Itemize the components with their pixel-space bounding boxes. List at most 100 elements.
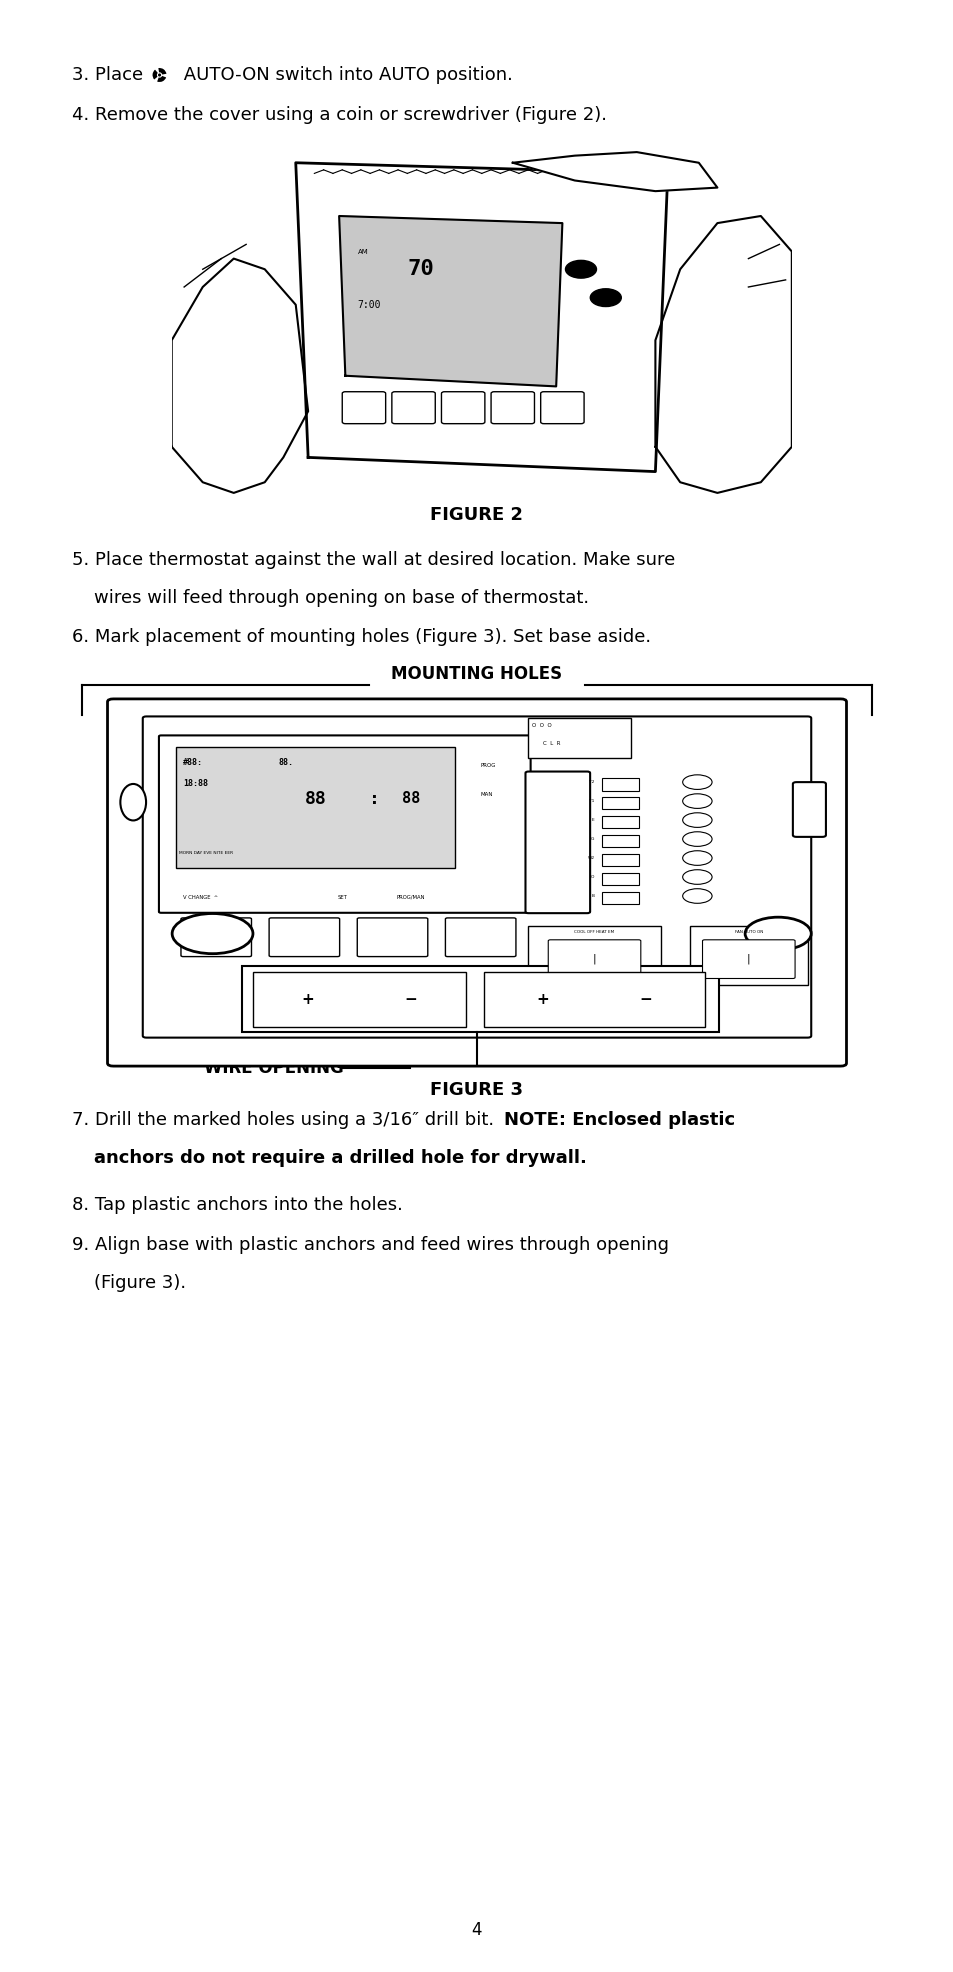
Text: 6. Mark placement of mounting holes (Figure 3). Set base aside.: 6. Mark placement of mounting holes (Fig… xyxy=(71,627,650,647)
Text: 8. Tap plastic anchors into the holes.: 8. Tap plastic anchors into the holes. xyxy=(71,1195,402,1215)
Text: FIGURE 2: FIGURE 2 xyxy=(430,507,523,525)
FancyBboxPatch shape xyxy=(528,927,659,984)
Text: :: : xyxy=(369,789,379,809)
Text: B: B xyxy=(591,895,594,899)
Circle shape xyxy=(682,775,711,789)
Text: |: | xyxy=(746,954,750,964)
Text: 5. Place thermostat against the wall at desired location. Make sure: 5. Place thermostat against the wall at … xyxy=(71,550,674,570)
Circle shape xyxy=(682,889,711,903)
Text: MOUNTING HOLES: MOUNTING HOLES xyxy=(391,665,562,682)
Circle shape xyxy=(682,850,711,866)
FancyBboxPatch shape xyxy=(342,392,385,424)
FancyBboxPatch shape xyxy=(548,941,640,978)
Circle shape xyxy=(172,913,253,954)
Circle shape xyxy=(590,288,620,306)
FancyBboxPatch shape xyxy=(445,917,516,956)
FancyBboxPatch shape xyxy=(540,392,583,424)
Text: E: E xyxy=(591,818,594,822)
FancyBboxPatch shape xyxy=(484,972,704,1027)
Bar xyxy=(601,816,638,828)
Text: 88.: 88. xyxy=(278,757,294,767)
Text: PROG/MAN: PROG/MAN xyxy=(395,895,424,899)
Circle shape xyxy=(682,870,711,883)
Text: PROG: PROG xyxy=(480,763,496,769)
Text: 7. Drill the marked holes using a 3/16″ drill bit.: 7. Drill the marked holes using a 3/16″ … xyxy=(71,1110,499,1130)
Circle shape xyxy=(682,832,711,846)
FancyBboxPatch shape xyxy=(441,392,484,424)
FancyBboxPatch shape xyxy=(392,392,435,424)
Text: 3. Place: 3. Place xyxy=(71,65,149,85)
FancyBboxPatch shape xyxy=(269,917,339,956)
Text: NOTE: Enclosed plastic: NOTE: Enclosed plastic xyxy=(503,1110,734,1130)
Text: WIRE OPENING: WIRE OPENING xyxy=(204,1059,343,1077)
Text: +: + xyxy=(301,992,314,1008)
Text: #88:: #88: xyxy=(183,757,203,767)
Bar xyxy=(601,797,638,809)
Circle shape xyxy=(157,73,161,77)
Text: |: | xyxy=(592,954,596,964)
FancyBboxPatch shape xyxy=(689,927,806,984)
Bar xyxy=(601,834,638,848)
FancyBboxPatch shape xyxy=(701,941,794,978)
Ellipse shape xyxy=(120,785,146,820)
Text: −: − xyxy=(404,992,416,1008)
Text: 4. Remove the cover using a coin or screwdriver (Figure 2).: 4. Remove the cover using a coin or scre… xyxy=(71,106,606,124)
Text: 88: 88 xyxy=(304,789,326,809)
FancyBboxPatch shape xyxy=(108,698,845,1067)
FancyBboxPatch shape xyxy=(792,783,825,836)
Text: 70: 70 xyxy=(407,258,434,280)
Bar xyxy=(601,777,638,791)
Text: O  O  O: O O O xyxy=(532,724,551,728)
Bar xyxy=(601,891,638,905)
Text: AM: AM xyxy=(357,248,368,254)
Text: (Figure 3).: (Figure 3). xyxy=(93,1274,186,1292)
FancyBboxPatch shape xyxy=(356,917,427,956)
Wedge shape xyxy=(152,69,159,79)
Text: 4: 4 xyxy=(471,1921,482,1938)
FancyBboxPatch shape xyxy=(181,917,252,956)
Text: +: + xyxy=(537,992,549,1008)
Circle shape xyxy=(565,260,596,278)
Text: MORN DAY EVE NITE EER: MORN DAY EVE NITE EER xyxy=(179,852,233,856)
Wedge shape xyxy=(157,75,166,83)
Text: Y2: Y2 xyxy=(589,781,594,785)
Text: SET: SET xyxy=(337,895,347,899)
Text: AUTO-ON switch into AUTO position.: AUTO-ON switch into AUTO position. xyxy=(177,65,512,85)
Polygon shape xyxy=(513,152,717,191)
Text: G: G xyxy=(591,838,594,842)
FancyBboxPatch shape xyxy=(242,966,719,1031)
FancyBboxPatch shape xyxy=(491,392,534,424)
Polygon shape xyxy=(338,217,561,387)
FancyBboxPatch shape xyxy=(525,771,590,913)
Circle shape xyxy=(682,795,711,809)
Text: O: O xyxy=(591,876,594,880)
Text: C  L  R: C L R xyxy=(542,741,560,745)
Bar xyxy=(601,874,638,885)
FancyBboxPatch shape xyxy=(159,736,530,913)
Text: COOL OFF HEAT EM: COOL OFF HEAT EM xyxy=(574,929,614,935)
Text: FIGURE 3: FIGURE 3 xyxy=(430,1081,523,1098)
Bar xyxy=(601,854,638,866)
FancyBboxPatch shape xyxy=(528,718,631,759)
Circle shape xyxy=(682,812,711,828)
FancyBboxPatch shape xyxy=(143,716,810,1037)
Text: 7:00: 7:00 xyxy=(357,300,381,310)
Text: FAN AUTO ON: FAN AUTO ON xyxy=(734,929,762,935)
Text: 9. Align base with plastic anchors and feed wires through opening: 9. Align base with plastic anchors and f… xyxy=(71,1236,668,1254)
Wedge shape xyxy=(158,67,166,75)
Circle shape xyxy=(744,917,810,951)
FancyBboxPatch shape xyxy=(175,747,455,868)
Text: MAN: MAN xyxy=(480,793,493,797)
Text: W2: W2 xyxy=(587,856,594,860)
Text: V CHANGE  ^: V CHANGE ^ xyxy=(183,895,218,899)
Text: wires will feed through opening on base of thermostat.: wires will feed through opening on base … xyxy=(93,590,588,607)
Text: Y1: Y1 xyxy=(589,799,594,803)
Polygon shape xyxy=(655,217,791,493)
Text: anchors do not require a drilled hole for drywall.: anchors do not require a drilled hole fo… xyxy=(93,1150,586,1167)
FancyBboxPatch shape xyxy=(253,972,465,1027)
Polygon shape xyxy=(172,258,308,493)
Polygon shape xyxy=(295,164,667,471)
Text: −: − xyxy=(639,992,652,1008)
Text: 18:88: 18:88 xyxy=(183,779,208,789)
Text: 88: 88 xyxy=(401,791,419,807)
